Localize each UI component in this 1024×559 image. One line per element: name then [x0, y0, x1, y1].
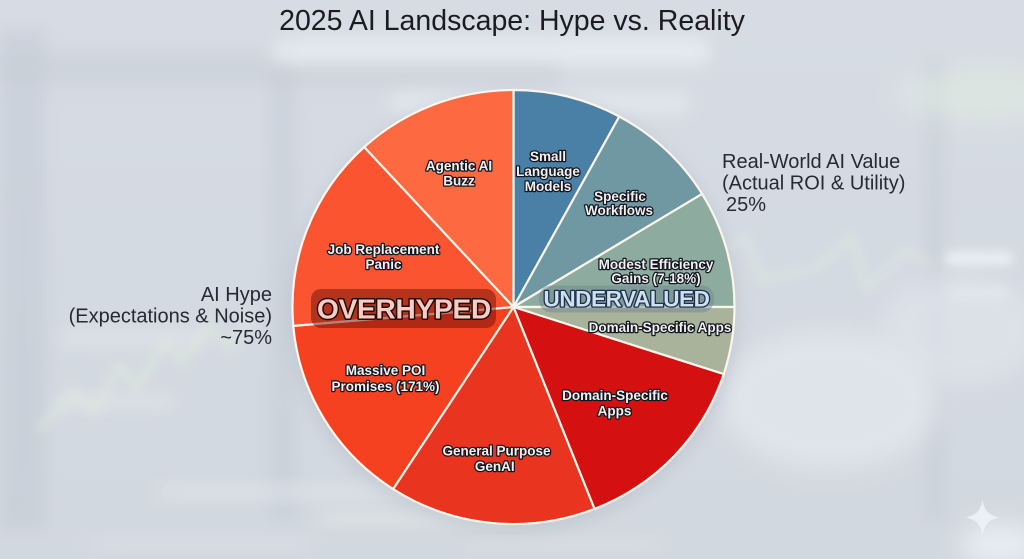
svg-text:OVERHYPED: OVERHYPED	[317, 294, 491, 325]
svg-text:Buzz: Buzz	[443, 174, 475, 189]
svg-text:Promises (171%): Promises (171%)	[331, 379, 439, 394]
svg-text:2025 AI Landscape: Hype vs. Re: 2025 AI Landscape: Hype vs. Reality	[279, 5, 746, 37]
svg-text:General Purpose: General Purpose	[442, 444, 551, 459]
svg-text:Specific: Specific	[594, 189, 646, 204]
svg-text:(Actual ROI & Utility): (Actual ROI & Utility)	[722, 173, 905, 195]
svg-text:Job Replacement: Job Replacement	[328, 242, 440, 257]
svg-text:Modest Efficiency: Modest Efficiency	[599, 257, 714, 272]
svg-text:Workflows: Workflows	[585, 203, 653, 218]
svg-text:Domain-Specific Apps: Domain-Specific Apps	[589, 320, 732, 335]
svg-text:Panic: Panic	[365, 257, 402, 272]
svg-text:Real-World AI Value: Real-World AI Value	[722, 151, 900, 173]
svg-text:Language: Language	[516, 164, 580, 179]
svg-text:GenAI: GenAI	[475, 459, 515, 474]
svg-text:Domain-Specific: Domain-Specific	[562, 388, 668, 403]
svg-text:(Expectations & Noise): (Expectations & Noise)	[69, 306, 272, 328]
svg-text:25%: 25%	[726, 194, 766, 216]
svg-text:AI Hype: AI Hype	[201, 284, 272, 306]
svg-text:Apps: Apps	[598, 404, 632, 419]
svg-text:Gains (7-18%): Gains (7-18%)	[611, 271, 700, 286]
svg-text:UNDERVALUED: UNDERVALUED	[543, 287, 709, 312]
svg-text:Massive POI: Massive POI	[346, 363, 426, 378]
svg-text:Agentic AI: Agentic AI	[426, 159, 492, 174]
svg-text:Models: Models	[525, 179, 572, 194]
svg-text:Small: Small	[530, 149, 566, 164]
svg-text:~75%: ~75%	[220, 327, 272, 349]
